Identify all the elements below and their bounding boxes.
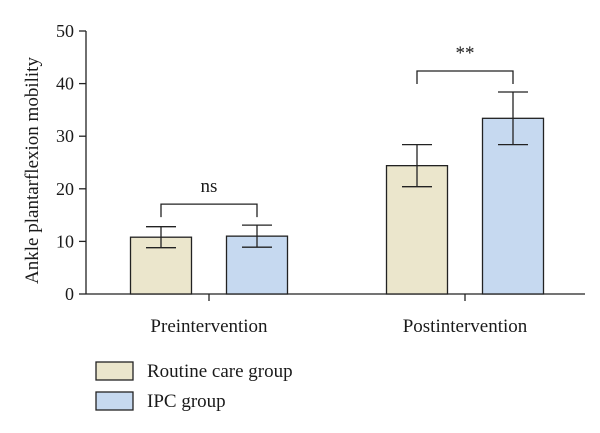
significance-bracket bbox=[416, 70, 514, 85]
legend-label-routine-care: Routine care group bbox=[147, 361, 293, 382]
legend-swatch-routine-care bbox=[95, 361, 134, 381]
bar-ipc-postintervention bbox=[481, 117, 545, 295]
significance-bracket bbox=[160, 203, 258, 218]
y-tick-label: 50 bbox=[56, 21, 74, 41]
chart-bars bbox=[129, 70, 545, 295]
y-axis-title: Ankle plantarflexion mobility bbox=[22, 57, 43, 284]
significance-label: ** bbox=[456, 43, 475, 64]
chart-legend: Routine care group IPC group bbox=[95, 361, 293, 412]
significance-label: ns bbox=[201, 176, 218, 197]
y-tick-label: 20 bbox=[56, 179, 74, 199]
chart-labels: 0 10 20 30 40 50 Ankle plantarflexion mobility… bbox=[22, 21, 528, 337]
legend-swatch-ipc bbox=[95, 391, 134, 411]
x-category-label: Postintervention bbox=[403, 316, 528, 337]
bar-ipc-preintervention bbox=[225, 235, 289, 295]
legend-label-ipc: IPC group bbox=[147, 391, 226, 412]
y-tick-label: 40 bbox=[56, 74, 74, 94]
y-tick-label: 30 bbox=[56, 126, 74, 146]
y-tick-label: 0 bbox=[65, 284, 74, 304]
x-category-label: Preintervention bbox=[150, 316, 268, 337]
bar-routine-care-postintervention bbox=[385, 165, 449, 295]
y-tick-label: 10 bbox=[56, 231, 74, 251]
